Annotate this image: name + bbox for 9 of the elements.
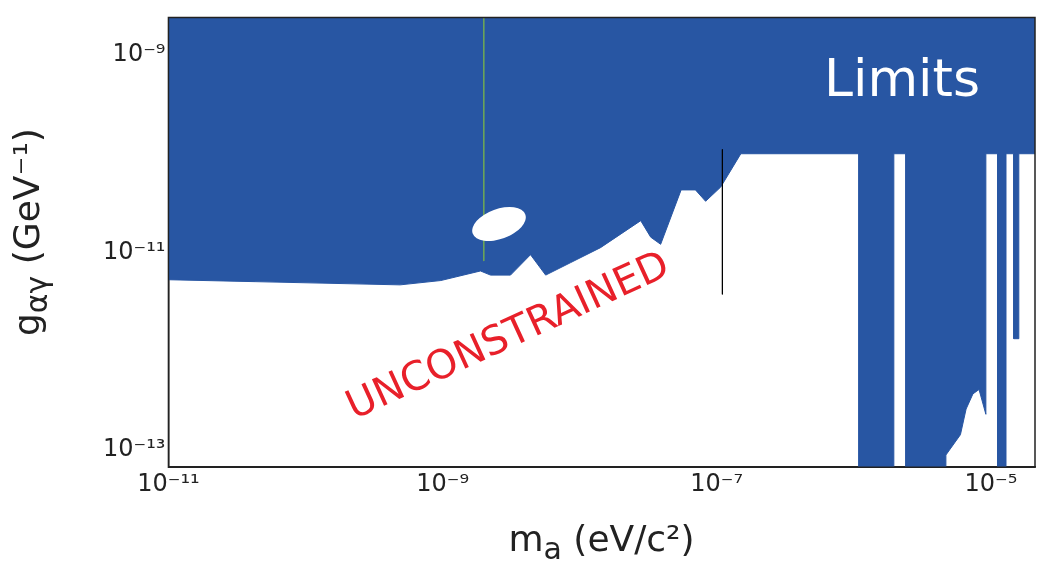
y-tick-label: 10⁻⁹ bbox=[112, 39, 166, 68]
x-axis-title: m$_{a}$ (eV/c²) bbox=[507, 518, 696, 567]
y-tick-label: 10⁻¹¹ bbox=[103, 236, 166, 265]
x-tick-label: 10⁻⁵ bbox=[964, 468, 1018, 497]
annotation: Limits bbox=[824, 47, 980, 108]
y-tick-label: 10⁻¹³ bbox=[103, 434, 166, 463]
x-tick-label: 10⁻⁹ bbox=[416, 468, 469, 497]
x-tick-label: 10⁻⁷ bbox=[690, 468, 744, 497]
x-tick-label: 10⁻¹¹ bbox=[137, 468, 200, 497]
